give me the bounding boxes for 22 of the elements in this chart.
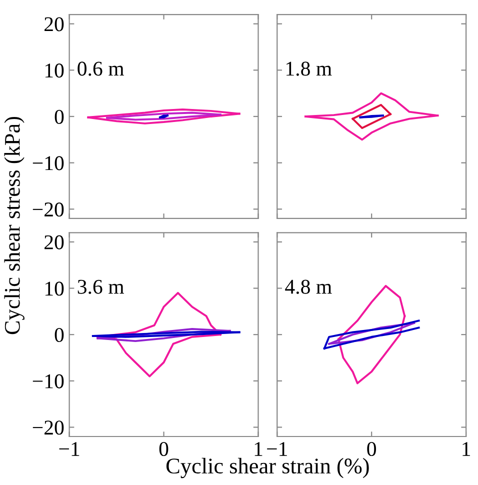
y-tick-label: −20 [32,202,64,217]
y-tick-label: 0 [54,328,64,342]
x-tick-label: 0 [367,442,376,456]
y-axis-title: Cyclic shear stress (kPa) [4,116,24,334]
x-tick-label: 0 [159,442,168,456]
y-tick-label: −10 [32,374,64,388]
y-tick-label: 10 [45,64,64,78]
text: 0.6 m [78,62,124,76]
y-tick-label: −20 [32,420,64,435]
y-tick-label: 0 [54,110,64,124]
x-axis-title: Cyclic shear strain (%) [166,458,369,478]
x-tick-label: 1 [254,442,262,456]
y-tick-label: 10 [45,282,64,296]
x-tick-label: 1 [462,442,470,456]
text: 4.8 m [285,280,332,294]
x-tick-label: −1 [59,442,80,456]
text: 3.6 m [78,280,124,294]
x-tick-label: −1 [267,442,287,456]
y-tick-label: 20 [44,235,64,250]
text: 1.8 m [286,62,332,76]
y-tick-label: −10 [32,156,64,170]
y-tick-label: 20 [44,17,64,32]
